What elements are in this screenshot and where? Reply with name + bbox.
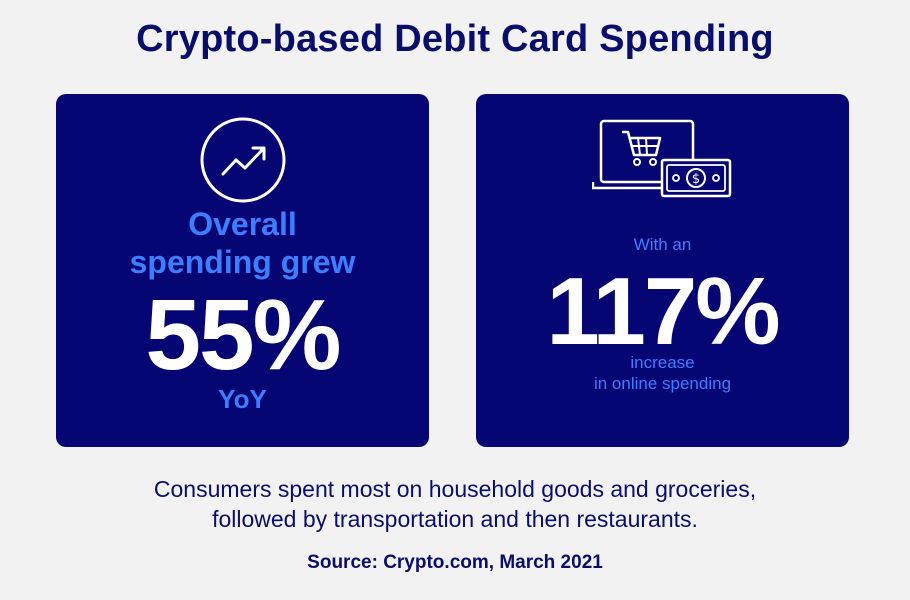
description-line-2: followed by transportation and then rest… (212, 506, 698, 532)
description-line-1: Consumers spent most on household goods … (153, 476, 757, 502)
source-citation: Source: Crypto.com, March 2021 (307, 552, 603, 573)
overall-growth-stat: 55% (145, 279, 341, 391)
overall-spending-card: Overall spending grew 55% YoY (56, 94, 429, 447)
online-spending-card: $ With an 117% increase in online spendi… (476, 94, 849, 447)
overall-label: Overall (188, 206, 297, 242)
svg-text:$: $ (692, 172, 700, 187)
yoy-label: YoY (218, 384, 267, 414)
with-an-label: With an (633, 235, 692, 254)
page-title: Crypto-based Debit Card Spending (136, 18, 774, 60)
online-spending-label: in online spending (593, 374, 732, 393)
laptop-shopping-cart-cash-icon: $ (591, 118, 734, 205)
trend-up-icon (199, 116, 287, 209)
online-increase-stat: 117% (546, 258, 780, 365)
increase-label: increase (630, 353, 695, 372)
spending-grew-label: spending grew (129, 244, 356, 280)
